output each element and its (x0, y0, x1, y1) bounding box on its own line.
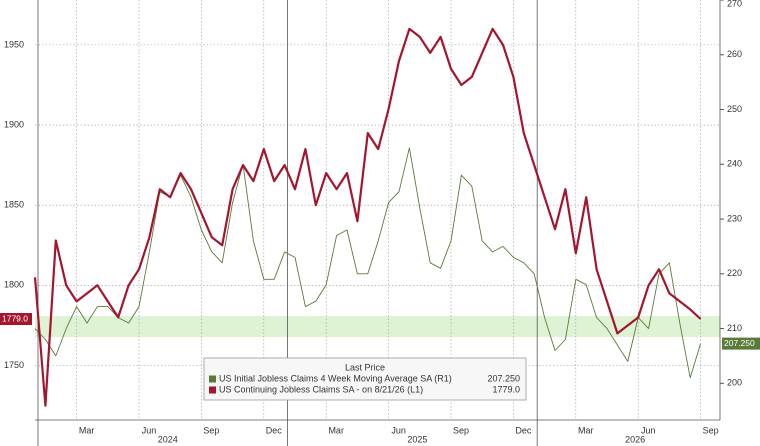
legend-label: US Continuing Jobless Claims SA - on 8/2… (219, 384, 423, 394)
last-value-label: 207.250 (724, 338, 755, 348)
last-value-label: 1779.0 (2, 313, 28, 323)
y-tick-label: 1800 (4, 280, 24, 290)
x-tick-label: Mar (79, 425, 95, 435)
x-tick-label: Dec (266, 425, 283, 435)
x-tick-label: Dec (515, 425, 532, 435)
x-tick-label: Sep (703, 425, 719, 435)
legend-swatch (209, 375, 216, 383)
year-label: 2025 (407, 434, 427, 444)
x-tick-label: Sep (453, 425, 469, 435)
series-line (34, 147, 702, 379)
x-tick-label: Sep (203, 425, 219, 435)
x-tick-label: Jun (391, 425, 406, 435)
y2-tick-label: 210 (727, 323, 742, 333)
series-line (33, 27, 702, 407)
legend-swatch (209, 386, 216, 394)
y2-tick-label: 240 (727, 159, 742, 169)
y2-tick-label: 220 (727, 268, 742, 278)
x-tick-label: Jun (641, 425, 656, 435)
year-label: 2024 (158, 434, 178, 444)
y2-tick-label: 250 (727, 104, 742, 114)
y2-tick-label: 270 (727, 0, 742, 8)
x-tick-label: Jun (142, 425, 157, 435)
x-tick-label: Mar (328, 425, 344, 435)
y-tick-label: 1950 (4, 39, 24, 49)
y-tick-label: 1750 (4, 360, 24, 370)
last-value-badge (722, 337, 760, 350)
legend: Last Price US Initial Jobless Claims 4 W… (203, 357, 527, 401)
x-tick-label: Mar (578, 425, 594, 435)
last-value-badge (0, 313, 32, 326)
y2-tick-label: 230 (727, 213, 742, 223)
legend-box (203, 357, 527, 401)
y-tick-label: 1900 (4, 119, 24, 129)
year-label: 2026 (625, 434, 645, 444)
y-tick-label: 1850 (4, 200, 24, 210)
y2-tick-label: 260 (727, 49, 742, 59)
legend-value: 207.250 (487, 373, 520, 383)
legend-label: US Initial Jobless Claims 4 Week Moving … (219, 373, 452, 383)
legend-title: Last Price (345, 362, 385, 372)
y2-tick-label: 200 (727, 378, 742, 388)
legend-value: 1779.0 (492, 384, 520, 394)
